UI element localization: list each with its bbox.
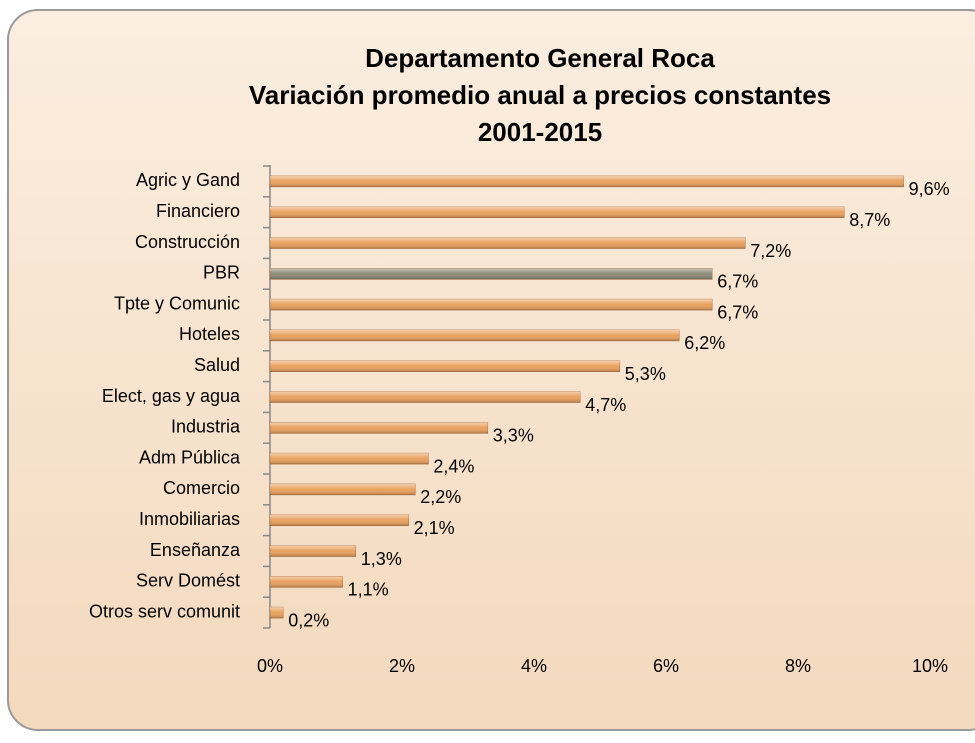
y-tick-label: Financiero <box>156 201 240 221</box>
chart-title: Departamento General Roca <box>365 43 715 73</box>
bar-shine <box>270 299 713 311</box>
value-label: 9,6% <box>909 179 950 199</box>
bar-shine <box>270 206 845 218</box>
bar-shine <box>270 175 904 187</box>
bar-shine <box>270 545 356 557</box>
value-label: 6,7% <box>717 302 758 322</box>
bar-shine <box>270 360 620 372</box>
bar-shine <box>270 237 746 249</box>
y-tick-label: Serv Domést <box>136 571 240 591</box>
value-label: 6,7% <box>717 272 758 292</box>
y-tick-label: Construcción <box>135 232 240 252</box>
bar-shine <box>270 268 713 280</box>
x-tick-label: 2% <box>389 656 415 676</box>
bar-shine <box>270 422 488 434</box>
y-tick-label: Adm Pública <box>139 447 241 467</box>
y-tick-label: Enseñanza <box>150 540 241 560</box>
value-label: 2,2% <box>420 487 461 507</box>
chart-title: 2001-2015 <box>478 117 602 147</box>
value-label: 0,2% <box>288 610 329 630</box>
bar-shine <box>270 453 429 465</box>
bar-shine <box>270 576 343 588</box>
y-tick-label: Otros serv comunit <box>89 601 240 621</box>
value-label: 1,3% <box>361 549 402 569</box>
y-tick-label: Industria <box>171 417 241 437</box>
value-label: 6,2% <box>684 333 725 353</box>
y-tick-label: Elect, gas y agua <box>102 386 241 406</box>
y-tick-label: Inmobiliarias <box>139 509 240 529</box>
y-tick-label: Salud <box>194 355 240 375</box>
x-tick-label: 8% <box>785 656 811 676</box>
bar-shine <box>270 483 416 495</box>
y-tick-label: Tpte y Comunic <box>114 293 240 313</box>
value-label: 7,2% <box>750 241 791 261</box>
y-tick-label: Agric y Gand <box>136 170 240 190</box>
y-tick-label: Hoteles <box>179 324 240 344</box>
x-tick-label: 0% <box>257 656 283 676</box>
y-tick-label: PBR <box>203 263 240 283</box>
x-tick-label: 4% <box>521 656 547 676</box>
bar-shine <box>270 607 284 619</box>
x-tick-label: 6% <box>653 656 679 676</box>
x-tick-label: 10% <box>912 656 948 676</box>
value-label: 2,1% <box>414 518 455 538</box>
value-label: 1,1% <box>348 580 389 600</box>
bar-shine <box>270 329 680 341</box>
chart-title: Variación promedio anual a precios const… <box>249 80 831 110</box>
y-tick-label: Comercio <box>163 478 240 498</box>
value-label: 2,4% <box>433 456 474 476</box>
value-label: 5,3% <box>625 364 666 384</box>
value-label: 4,7% <box>585 395 626 415</box>
bar-shine <box>270 391 581 403</box>
value-label: 8,7% <box>849 210 890 230</box>
bar-shine <box>270 514 409 526</box>
value-label: 3,3% <box>493 426 534 446</box>
